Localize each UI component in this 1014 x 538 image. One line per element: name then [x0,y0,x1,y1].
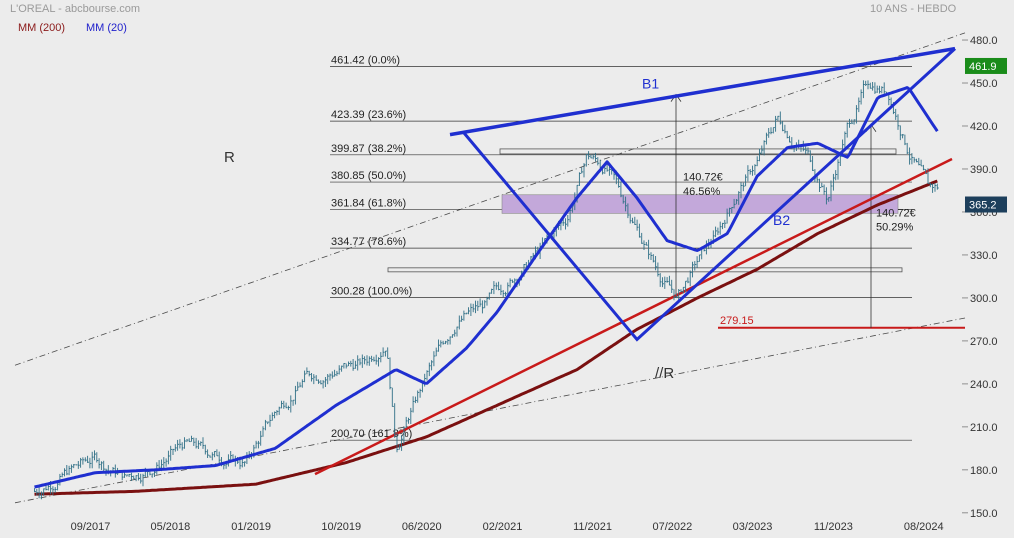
fib-level-label: 461.42 (0.0%) [331,55,400,67]
y-tick-label: 450.0 [970,78,998,90]
high-price-badge [965,57,1007,74]
x-tick-label: 11/2023 [814,521,853,533]
x-tick-label: 01/2019 [231,521,271,533]
y-tick-label: 150.0 [970,508,998,520]
price-layer [34,80,939,500]
mm20-layer [34,86,939,489]
x-tick-label: 10/2019 [321,521,361,533]
high-price-badge-label: 461.9 [969,61,997,73]
mm20-line [34,86,939,489]
channel-line-upper [14,32,966,366]
x-axis: 09/2017 05/2018 01/2019 10/2019 06/2020 02/20… [71,521,944,533]
fib-level-label: 380.85 (50.0%) [331,170,406,182]
support-zone [501,194,899,214]
x-tick-label: 06/2020 [402,521,442,533]
label-r: R [224,149,235,166]
measure-label-2-amount: 140.72€ [876,207,916,219]
measure-label-1-percent: 46.56% [683,186,721,198]
x-tick-label: 03/2023 [733,521,773,533]
y-tick-label: 300.0 [970,293,998,305]
y-tick-label: 240.0 [970,379,998,391]
triangle-pattern [461,47,957,342]
target-label: 279.15 [720,315,754,327]
current-price-badge [965,196,1007,213]
fib-level-label: 361.84 (61.8%) [331,197,406,209]
fib-level-label: 200.70 (161.8%) [331,428,412,440]
x-tick-label: 05/2018 [150,521,190,533]
y-tick-label: 330.0 [970,250,998,262]
trendline-red [314,157,953,476]
x-tick-label: 07/2022 [653,521,693,533]
legend-mm20: MM (20) [86,22,127,34]
x-tick-label: 09/2017 [71,521,111,533]
legend-mm200: MM (200) [18,22,66,34]
support-box [387,267,903,273]
fib-level-label: 334.77 (78.6%) [331,236,406,248]
resistance-box [499,148,897,155]
mm200-line [34,179,938,496]
x-tick-label: 08/2024 [904,521,944,533]
label-parallel-r: //R [655,365,674,382]
mm200-layer [34,157,953,496]
measure-label-1-amount: 140.72€ [683,171,723,183]
drawings-layer: 461.42 (0.0%) 423.39 (23.6%) 399.87 (38.2%… [14,32,966,504]
x-tick-label: 11/2021 [573,521,612,533]
chart-subtitle: 10 ANS - HEBDO [870,3,957,15]
y-tick-label: 180.0 [970,465,998,477]
label-b2: B2 [773,212,790,228]
y-tick-label: 210.0 [970,422,998,434]
x-tick-label: 02/2021 [483,521,523,533]
y-tick-label: 420.0 [970,121,998,133]
broadening-top-line [449,46,956,137]
fib-level-label: 399.87 (38.2%) [331,143,406,155]
fib-level-label: 300.28 (100.0%) [331,286,412,298]
y-tick-label: 480.0 [970,35,998,47]
y-tick-label: 390.0 [970,164,998,176]
chart-title: L'OREAL - abcbourse.com [10,3,141,15]
overlay-layer: 140.72€ 46.56% 140.72€ 50.29% R //R B1 B2 [224,46,957,382]
y-axis: 150.0180.0210.0240.0270.0300.0330.0360.0… [962,35,1007,520]
current-price-badge-label: 365.2 [969,200,997,212]
fib-level-label: 423.39 (23.6%) [331,109,406,121]
channel-line-lower [14,317,966,504]
y-tick-label: 270.0 [970,336,998,348]
label-b1: B1 [642,76,659,92]
measure-label-2-percent: 50.29% [876,222,914,234]
